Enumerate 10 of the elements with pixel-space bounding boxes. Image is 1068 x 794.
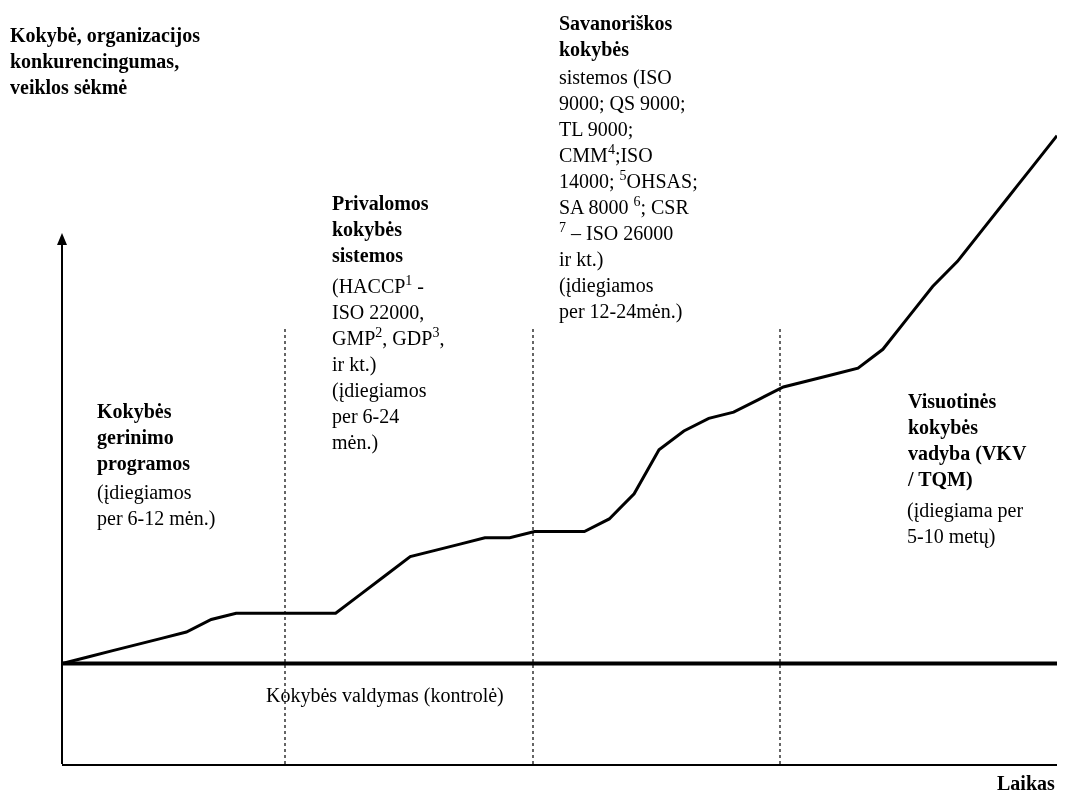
annotation: Kokybės gerinimo programos (97, 400, 191, 475)
x-axis-title: Laikas (997, 772, 1056, 794)
text: (HACCP$^{1}$ - ISO 22000, GMP$^{2}$, GDP$^{3}$, ir kt.) (įdiegiamos per 6-24 mėn.) (332, 273, 445, 454)
series-label: Kokybės valdymas (kontrolė) (266, 684, 504, 707)
annotation: (įdiegiama per 5-10 metų) (907, 499, 1024, 548)
annotation: (įdiegiamos per 6-12 mėn.) (97, 481, 216, 530)
y-axis-title: Kokybė, organizacijos konkurencingumas, veiklos sėkmė (10, 24, 201, 98)
text: sistemos (ISO 9000; QS 9000; TL 9000; CMM$^{4}$;ISO 14000; $^{5}$OHSAS; SA 8000 $^{6}$; CSR $^{7}$ – ISO 26000 ir kt.) (įdiegiamos per 12-24mėn.) (559, 66, 698, 322)
annotation: Visuotinės kokybės vadyba (VKV / TQM) (907, 390, 1027, 491)
annotation: Privalomos kokybės sistemos (332, 192, 429, 266)
